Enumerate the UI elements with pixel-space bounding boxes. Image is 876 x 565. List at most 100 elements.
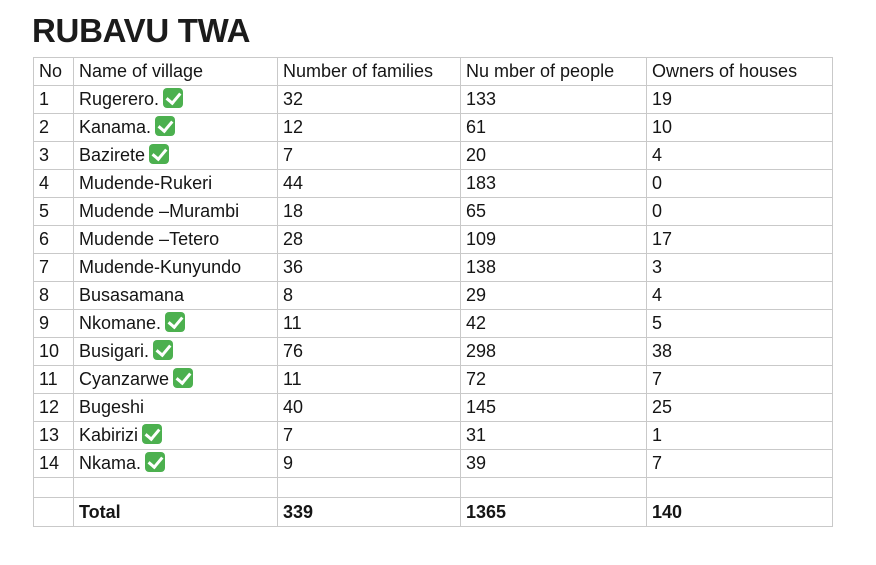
village-name-cell: Bazirete xyxy=(73,141,278,170)
number-of-people: 138 xyxy=(460,253,647,282)
header-number-of-families: Number of families xyxy=(277,57,461,86)
village-name-cell: Nkama. xyxy=(73,449,278,478)
check-mark-icon xyxy=(165,312,186,332)
row-number: 9 xyxy=(33,309,74,338)
page-title: RUBAVU TWA xyxy=(32,12,251,49)
check-mark-icon xyxy=(173,368,194,388)
table-cell xyxy=(646,477,833,498)
check-mark-icon xyxy=(149,144,170,164)
village-name-cell: Nkomane. xyxy=(73,309,278,338)
table-row: 7 Mudende-Kunyundo 36 138 3 xyxy=(33,253,833,282)
table-row: 14 Nkama. 9 39 7 xyxy=(33,449,833,478)
row-number: 10 xyxy=(33,337,74,366)
villages-table: No Name of village Number of families Nu… xyxy=(33,57,833,527)
village-name: Cyanzarwe xyxy=(79,369,170,389)
number-of-families: 76 xyxy=(277,337,461,366)
table-row-blank xyxy=(33,477,833,498)
table-row: 9 Nkomane. 11 42 5 xyxy=(33,309,833,338)
number-of-families: 28 xyxy=(277,225,461,254)
table-row: 1 Rugerero. 32 133 19 xyxy=(33,85,833,114)
table-row: 4 Mudende-Rukeri 44 183 0 xyxy=(33,169,833,198)
village-name: Busigari. xyxy=(79,341,150,361)
owners-of-houses: 4 xyxy=(646,141,833,170)
number-of-families: 12 xyxy=(277,113,461,142)
village-name: Mudende-Rukeri xyxy=(79,173,213,193)
check-mark-icon xyxy=(153,340,174,360)
table-row: 8 Busasamana 8 29 4 xyxy=(33,281,833,310)
row-number: 14 xyxy=(33,449,74,478)
header-no: No xyxy=(33,57,74,86)
row-number: 1 xyxy=(33,85,74,114)
owners-of-houses: 0 xyxy=(646,169,833,198)
row-number: 3 xyxy=(33,141,74,170)
row-number: 7 xyxy=(33,253,74,282)
table-cell xyxy=(33,497,74,527)
table-row: 12 Bugeshi 40 145 25 xyxy=(33,393,833,422)
row-number: 2 xyxy=(33,113,74,142)
number-of-people: 61 xyxy=(460,113,647,142)
village-name: Mudende –Murambi xyxy=(79,201,240,221)
number-of-families: 44 xyxy=(277,169,461,198)
table-row: 2 Kanama. 12 61 10 xyxy=(33,113,833,142)
check-mark-icon xyxy=(155,116,176,136)
table-row: 5 Mudende –Murambi 18 65 0 xyxy=(33,197,833,226)
village-name: Mudende-Kunyundo xyxy=(79,257,242,277)
owners-of-houses: 3 xyxy=(646,253,833,282)
village-name: Kabirizi xyxy=(79,425,139,445)
header-number-of-people: Nu mber of people xyxy=(460,57,647,86)
number-of-people: 109 xyxy=(460,225,647,254)
number-of-families: 11 xyxy=(277,365,461,394)
village-name: Busasamana xyxy=(79,285,185,305)
village-name: Rugerero. xyxy=(79,89,160,109)
number-of-people: 133 xyxy=(460,85,647,114)
village-name-cell: Bugeshi xyxy=(73,393,278,422)
number-of-families: 18 xyxy=(277,197,461,226)
owners-of-houses: 25 xyxy=(646,393,833,422)
row-number: 5 xyxy=(33,197,74,226)
table-row: 3 Bazirete 7 20 4 xyxy=(33,141,833,170)
table-row: 13 Kabirizi 7 31 1 xyxy=(33,421,833,450)
owners-of-houses: 5 xyxy=(646,309,833,338)
table-row: 6 Mudende –Tetero 28 109 17 xyxy=(33,225,833,254)
number-of-people: 65 xyxy=(460,197,647,226)
row-number: 13 xyxy=(33,421,74,450)
owners-of-houses: 17 xyxy=(646,225,833,254)
total-families: 339 xyxy=(277,497,461,527)
number-of-people: 298 xyxy=(460,337,647,366)
total-people: 1365 xyxy=(460,497,647,527)
row-number: 11 xyxy=(33,365,74,394)
check-mark-icon xyxy=(145,452,166,472)
village-name: Mudende –Tetero xyxy=(79,229,220,249)
row-number: 12 xyxy=(33,393,74,422)
number-of-people: 29 xyxy=(460,281,647,310)
village-name-cell: Kanama. xyxy=(73,113,278,142)
number-of-people: 183 xyxy=(460,169,647,198)
village-name-cell: Mudende –Tetero xyxy=(73,225,278,254)
village-name: Kanama. xyxy=(79,117,152,137)
table-cell xyxy=(73,477,278,498)
owners-of-houses: 0 xyxy=(646,197,833,226)
total-owners: 140 xyxy=(646,497,833,527)
header-village-name: Name of village xyxy=(73,57,278,86)
total-label: Total xyxy=(73,497,278,527)
table-body: 1 Rugerero. 32 133 19 2 Kanama. 12 61 10 3 Bazirete… xyxy=(33,85,833,527)
row-number: 8 xyxy=(33,281,74,310)
owners-of-houses: 19 xyxy=(646,85,833,114)
owners-of-houses: 7 xyxy=(646,365,833,394)
village-name: Bugeshi xyxy=(79,397,145,417)
number-of-families: 7 xyxy=(277,141,461,170)
village-name-cell: Mudende-Kunyundo xyxy=(73,253,278,282)
header-owners-of-houses: Owners of houses xyxy=(646,57,833,86)
table-cell xyxy=(33,477,74,498)
table-cell xyxy=(277,477,461,498)
check-mark-icon xyxy=(142,424,163,444)
check-mark-icon xyxy=(163,88,184,108)
village-name-cell: Rugerero. xyxy=(73,85,278,114)
number-of-people: 42 xyxy=(460,309,647,338)
owners-of-houses: 10 xyxy=(646,113,833,142)
number-of-families: 7 xyxy=(277,421,461,450)
number-of-families: 40 xyxy=(277,393,461,422)
village-name-cell: Mudende-Rukeri xyxy=(73,169,278,198)
number-of-families: 32 xyxy=(277,85,461,114)
village-name: Nkama. xyxy=(79,453,142,473)
